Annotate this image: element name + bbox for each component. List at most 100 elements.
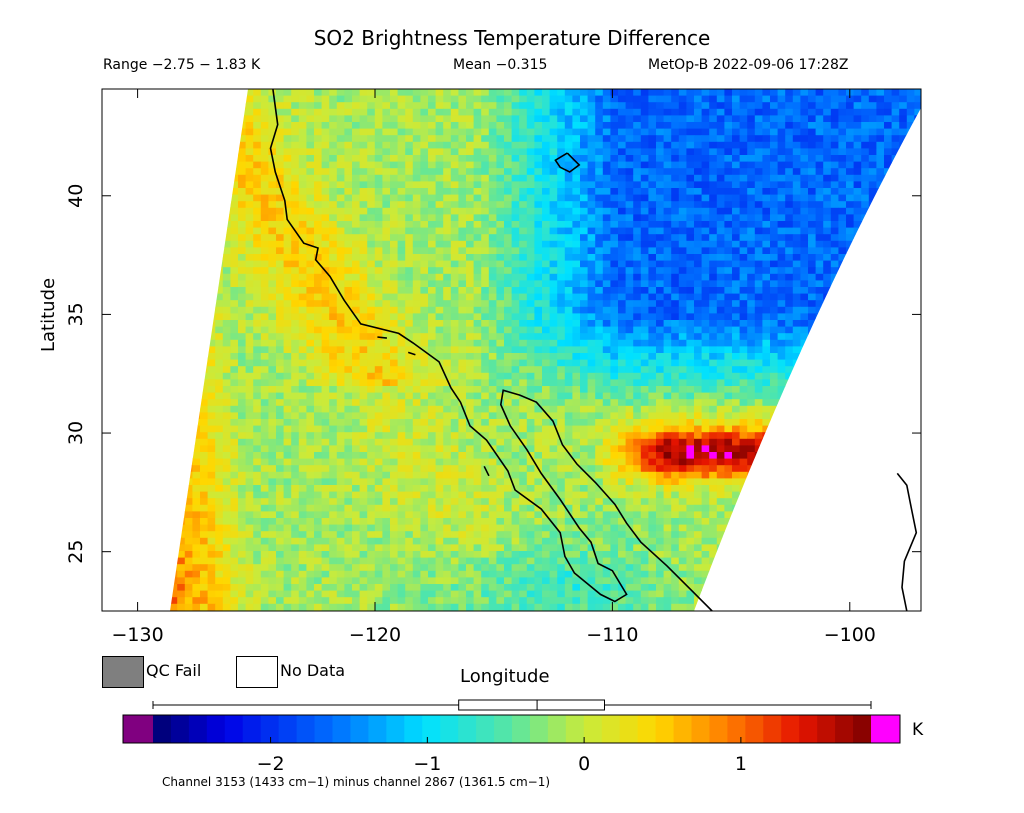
heatmap-cell [694, 201, 702, 209]
heatmap-cell [170, 359, 178, 367]
heatmap-cell [253, 300, 262, 308]
heatmap-cell [595, 280, 604, 288]
heatmap-cell [367, 148, 376, 156]
heatmap-cell [192, 174, 201, 182]
heatmap-cell [853, 267, 862, 275]
heatmap-cell [625, 148, 634, 156]
heatmap-cell [526, 174, 535, 182]
heatmap-cell [747, 260, 756, 268]
heatmap-cell [260, 287, 269, 294]
heatmap-cell [602, 102, 611, 110]
heatmap-cell [397, 155, 406, 162]
heatmap-cell [329, 313, 338, 321]
heatmap-cell [405, 379, 414, 387]
heatmap-cell [352, 115, 360, 123]
heatmap-cell [777, 359, 786, 367]
heatmap-cell [238, 273, 246, 281]
heatmap-cell [222, 280, 231, 288]
heatmap-cell [671, 273, 680, 281]
heatmap-cell [200, 135, 208, 143]
heatmap-cell [777, 240, 786, 248]
heatmap-cell [754, 306, 763, 314]
heatmap-cell [412, 181, 421, 189]
heatmap-cell [838, 346, 847, 354]
heatmap-cell [222, 188, 231, 195]
heatmap-cell [184, 135, 193, 143]
heatmap-cell [283, 333, 292, 341]
heatmap-cell [891, 148, 900, 156]
heatmap-cell [390, 287, 398, 294]
heatmap-cell [443, 379, 452, 387]
heatmap-cell [405, 339, 414, 347]
heatmap-cell [397, 122, 406, 129]
heatmap-cell [633, 207, 642, 215]
heatmap-cell [466, 115, 474, 123]
heatmap-cell [170, 326, 178, 334]
heatmap-cell [808, 194, 816, 202]
heatmap-cell [276, 339, 284, 347]
heatmap-cell [200, 221, 208, 228]
heatmap-cell [420, 234, 429, 242]
heatmap-cell [572, 207, 581, 215]
heatmap-cell [344, 174, 353, 182]
heatmap-cell [709, 392, 718, 400]
heatmap-cell [184, 353, 193, 360]
heatmap-cell [511, 339, 520, 347]
heatmap-cell [435, 280, 444, 288]
heatmap-cell [762, 326, 771, 334]
heatmap-cell [732, 392, 740, 400]
heatmap-cell [321, 399, 330, 407]
heatmap-cell [671, 115, 680, 123]
heatmap-cell [549, 372, 558, 380]
heatmap-cell [754, 122, 763, 129]
heatmap-cell [268, 115, 277, 123]
heatmap-cell [504, 148, 512, 156]
heatmap-cell [678, 201, 687, 209]
heatmap-cell [238, 372, 246, 380]
heatmap-cell [542, 155, 550, 162]
heatmap-cell [374, 240, 383, 248]
heatmap-cell [747, 320, 756, 327]
heatmap-cell [815, 399, 824, 407]
heatmap-cell [496, 108, 505, 116]
heatmap-cell [542, 161, 550, 169]
heatmap-cell [861, 227, 870, 235]
heatmap-cell [405, 359, 414, 367]
heatmap-cell [321, 201, 330, 209]
heatmap-cell [260, 95, 269, 103]
heatmap-cell [800, 339, 809, 347]
heatmap-cell [170, 306, 178, 314]
heatmap-cell [808, 89, 816, 96]
heatmap-cell [276, 234, 284, 242]
heatmap-cell [671, 326, 680, 334]
heatmap-cell [519, 372, 528, 380]
heatmap-cell [481, 300, 490, 308]
heatmap-cell [359, 254, 368, 261]
heatmap-cell [587, 260, 596, 268]
heatmap-cell [215, 379, 224, 387]
heatmap-cell [792, 102, 801, 110]
heatmap-cell [610, 353, 619, 360]
heatmap-cell [542, 234, 550, 242]
heatmap-cell [770, 240, 778, 248]
heatmap-cell [891, 359, 900, 367]
heatmap-cell [306, 399, 315, 407]
heatmap-cell [359, 333, 368, 341]
heatmap-cell [884, 174, 892, 182]
heatmap-cell [587, 280, 596, 288]
heatmap-cell [405, 122, 414, 129]
heatmap-cell [876, 320, 885, 327]
heatmap-cell [458, 128, 467, 136]
heatmap-cell [557, 108, 566, 116]
heatmap-cell [716, 280, 725, 288]
heatmap-cell [177, 194, 186, 202]
heatmap-cell [656, 135, 664, 143]
heatmap-cell [572, 214, 581, 222]
heatmap-cell [526, 320, 535, 327]
heatmap-cell [739, 240, 748, 248]
heatmap-cell [504, 207, 512, 215]
heatmap-cell [306, 267, 315, 275]
heatmap-cell [732, 95, 740, 103]
heatmap-cell [412, 102, 421, 110]
heatmap-cell [891, 287, 900, 294]
